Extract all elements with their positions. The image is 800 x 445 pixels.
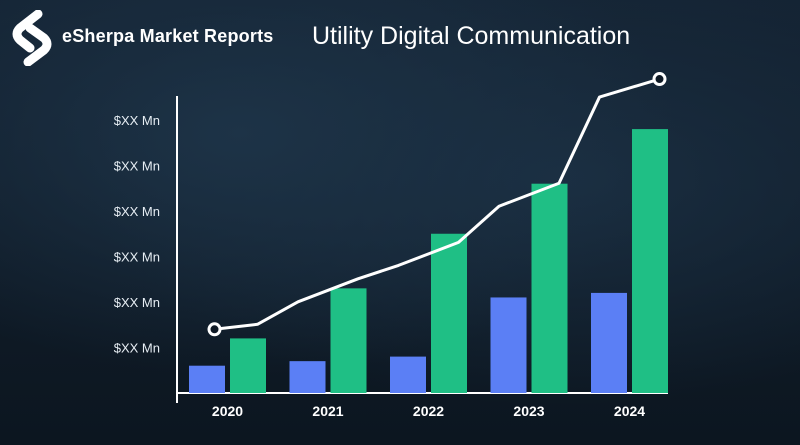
bar-2020-series-1 — [189, 365, 225, 393]
x-tick-label: 2023 — [513, 403, 544, 419]
trend-end-point — [652, 72, 667, 87]
brand-name: eSherpa Market Reports — [62, 26, 274, 46]
bar-2022-series-2 — [431, 233, 467, 393]
x-tick-label: 2022 — [413, 403, 444, 419]
bar-2022-series-1 — [390, 356, 426, 393]
y-tick-label: $XX Mn — [114, 295, 160, 310]
y-tick-label: $XX Mn — [114, 341, 160, 356]
bar-2024-series-2 — [632, 129, 668, 393]
esherpa-logo-icon — [12, 10, 52, 66]
y-tick-label: $XX Mn — [114, 204, 160, 219]
trend-line — [214, 77, 660, 331]
bar-2021-series-2 — [330, 288, 367, 393]
chart-title: Utility Digital Communication — [312, 22, 631, 50]
x-tick-label: 2021 — [312, 403, 343, 419]
y-tick-label: $XX Mn — [114, 250, 160, 265]
x-tick-label: 2024 — [614, 403, 645, 419]
y-tick-label: $XX Mn — [114, 113, 160, 128]
bar-2024-series-1 — [591, 292, 627, 393]
bar-2023-series-2 — [531, 183, 568, 393]
bar-2020-series-2 — [230, 338, 266, 393]
bar-2021-series-1 — [289, 361, 326, 393]
x-tick-label: 2020 — [212, 403, 243, 419]
bar-2023-series-1 — [490, 297, 527, 393]
y-tick-label: $XX Mn — [114, 159, 160, 174]
trend-start-point — [207, 322, 222, 337]
